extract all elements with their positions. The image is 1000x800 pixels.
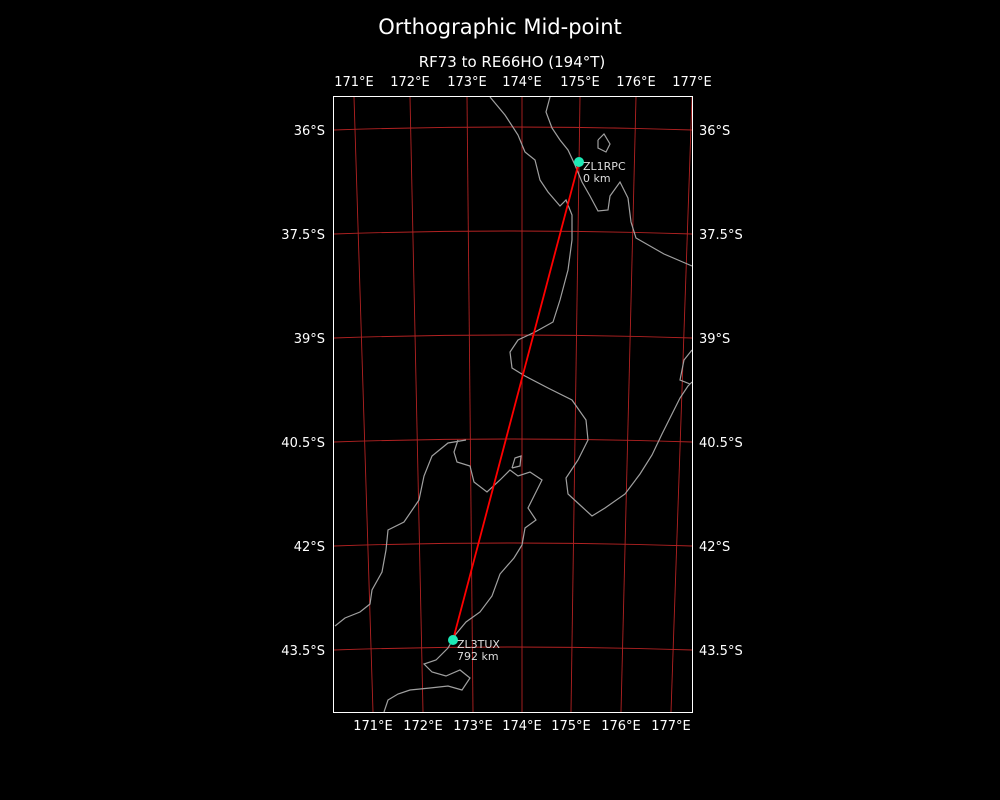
north-island-east-cape [679,349,693,385]
south-island-east-coast [383,439,543,713]
parallel-line [333,646,693,651]
gridlines [333,96,693,713]
lat-label-right: 37.5°S [699,228,743,243]
lat-label-left: 40.5°S [281,436,325,451]
lon-label-top: 172°E [390,75,430,90]
lon-label-top: 174°E [502,75,542,90]
meridian-line [466,96,474,713]
meridian-line [670,96,693,713]
south-island-west-coast [334,439,467,627]
lat-label-right: 40.5°S [699,436,743,451]
lat-label-left: 36°S [294,124,325,139]
figure-title: Orthographic Mid-point [378,15,622,39]
lon-label-bottom: 174°E [502,719,542,734]
lat-label-right: 43.5°S [699,644,743,659]
lon-label-top: 177°E [672,75,712,90]
station-distance-label: 792 km [457,650,499,663]
lat-label-right: 36°S [699,124,730,139]
north-island-east-coast [545,96,693,267]
lon-label-bottom: 172°E [403,719,443,734]
lon-label-bottom: 171°E [353,719,393,734]
axis-labels: 171°E 171°E 172°E 172°E 173°E 173°E 174°E 174°E… [281,75,742,734]
station-marker-zl1rpc[interactable] [574,157,584,167]
great-circle-path [452,161,580,641]
station-call-label: ZL3TUX [457,638,500,651]
lat-label-left: 43.5°S [281,644,325,659]
meridian-line [409,96,424,713]
parallel-line [333,438,693,443]
station-distance-label: 0 km [583,172,611,185]
marlborough-sounds [511,455,522,469]
lat-label-left: 42°S [294,540,325,555]
parallel-line [333,230,693,235]
lon-label-top: 176°E [616,75,656,90]
meridian-line [353,96,374,713]
lat-label-left: 37.5°S [281,228,325,243]
map-subtitle: RF73 to RE66HO (194°T) [419,53,606,71]
lon-label-bottom: 176°E [601,719,641,734]
coastlines [334,96,693,713]
lon-label-top: 173°E [447,75,487,90]
lon-label-top: 171°E [334,75,374,90]
lat-label-left: 39°S [294,332,325,347]
lon-label-bottom: 175°E [551,719,591,734]
station-marker-zl3tux[interactable] [448,635,458,645]
lon-label-bottom: 177°E [651,719,691,734]
parallel-line [333,542,693,547]
island [597,133,611,153]
lat-label-right: 42°S [699,540,730,555]
north-island-west-coast [489,96,693,517]
lon-label-top: 175°E [560,75,600,90]
meridian-line [620,96,637,713]
parallel-line [333,334,693,339]
station-call-label: ZL1RPC [583,160,626,173]
map-frame [333,96,693,713]
lon-label-bottom: 173°E [453,719,493,734]
lat-label-right: 39°S [699,332,730,347]
